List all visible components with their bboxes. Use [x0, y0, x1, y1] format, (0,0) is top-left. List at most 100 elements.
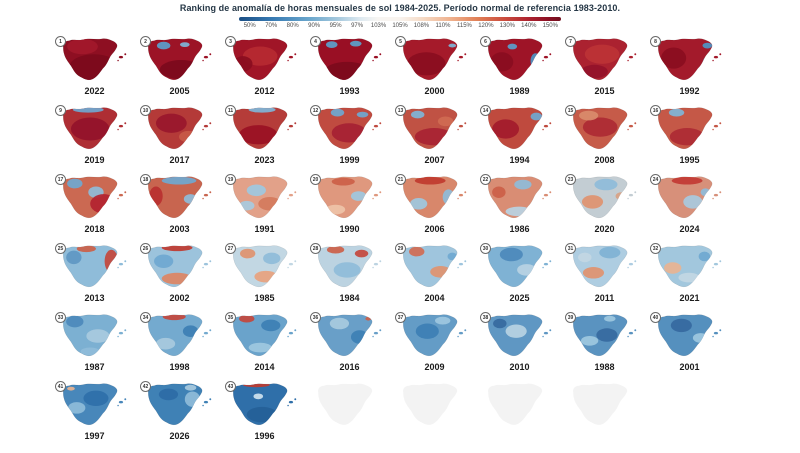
map-cell-1988: 39 1988	[562, 311, 647, 380]
rank-badge: 6	[480, 36, 491, 47]
year-label: 1993	[339, 86, 360, 96]
rank-badge: 18	[140, 174, 151, 185]
year-label: 1985	[254, 293, 275, 303]
rank-badge: 17	[55, 174, 66, 185]
spain-map	[487, 314, 551, 357]
legend-color-bar	[239, 17, 561, 21]
map-cell-1986: 22 1986	[477, 173, 562, 242]
map-cell-2018: 17 2018	[52, 173, 137, 242]
spain-map	[317, 245, 381, 288]
ghost-map	[562, 380, 647, 449]
year-label: 1989	[509, 86, 530, 96]
year-label: 2018	[84, 224, 105, 234]
rank-badge: 32	[650, 243, 661, 254]
spain-map	[487, 38, 551, 81]
spain-map	[62, 245, 126, 288]
rank-badge: 41	[55, 381, 66, 392]
spain-map	[572, 107, 636, 150]
rank-badge: 15	[565, 105, 576, 116]
map-cell-1990: 20 1990	[307, 173, 392, 242]
year-label: 2009	[424, 362, 445, 372]
spain-map	[62, 314, 126, 357]
year-label: 1996	[254, 431, 275, 441]
spain-map	[147, 38, 211, 81]
year-label: 2004	[424, 293, 445, 303]
year-label: 2017	[169, 155, 190, 165]
legend-ticks: 50% 70% 80% 90% 95% 97% 103% 105% 108% 110% 115% 12…	[239, 23, 561, 29]
year-label: 2000	[424, 86, 445, 96]
year-label: 1997	[84, 431, 105, 441]
year-label: 2015	[594, 86, 615, 96]
map-cell-1999: 12 1999	[307, 104, 392, 173]
rank-badge: 4	[310, 36, 321, 47]
spain-map	[657, 176, 721, 219]
spain-map	[232, 176, 296, 219]
rank-badge: 31	[565, 243, 576, 254]
spain-map	[317, 176, 381, 219]
year-label: 1984	[339, 293, 360, 303]
spain-map	[487, 107, 551, 150]
rank-badge: 13	[395, 105, 406, 116]
map-cell-1989: 6 1989	[477, 35, 562, 104]
rank-badge: 3	[225, 36, 236, 47]
map-cell-1987: 33 1987	[52, 311, 137, 380]
rank-badge: 2	[140, 36, 151, 47]
rank-badge: 20	[310, 174, 321, 185]
map-cell-1985: 27 1985	[222, 242, 307, 311]
year-label: 1991	[254, 224, 275, 234]
map-cell-2015: 7 2015	[562, 35, 647, 104]
map-cell-2002: 26 2002	[137, 242, 222, 311]
year-label: 2007	[424, 155, 445, 165]
rank-badge: 40	[650, 312, 661, 323]
map-cell-1991: 19 1991	[222, 173, 307, 242]
map-cell-2003: 18 2003	[137, 173, 222, 242]
year-label: 2012	[254, 86, 275, 96]
spain-map	[232, 383, 296, 426]
spain-map	[317, 314, 381, 357]
rank-badge: 26	[140, 243, 151, 254]
spain-map	[232, 38, 296, 81]
map-cell-2010: 38 2010	[477, 311, 562, 380]
year-label: 2026	[169, 431, 190, 441]
map-cell-1984: 28 1984	[307, 242, 392, 311]
map-cell-1992: 8 1992	[647, 35, 732, 104]
map-cell-2005: 2 2005	[137, 35, 222, 104]
map-cell-2008: 15 2008	[562, 104, 647, 173]
spain-map	[147, 245, 211, 288]
year-label: 2024	[679, 224, 700, 234]
year-label: 2005	[169, 86, 190, 96]
map-cell-1995: 16 1995	[647, 104, 732, 173]
maps-grid: 1 2022 2 2005 3 2012 4 1993 5 2000 6 1989 7 2015 8 1992…	[52, 35, 800, 449]
map-cell-2011: 31 2011	[562, 242, 647, 311]
map-cell-1994: 14 1994	[477, 104, 562, 173]
rank-badge: 34	[140, 312, 151, 323]
rank-badge: 38	[480, 312, 491, 323]
spain-map	[657, 107, 721, 150]
rank-badge: 10	[140, 105, 151, 116]
map-cell-1998: 34 1998	[137, 311, 222, 380]
spain-map	[402, 314, 466, 357]
map-cell-2009: 37 2009	[392, 311, 477, 380]
ghost-map	[477, 380, 562, 449]
rank-badge: 30	[480, 243, 491, 254]
year-label: 2010	[509, 362, 530, 372]
spain-map	[147, 176, 211, 219]
rank-badge: 28	[310, 243, 321, 254]
spain-map	[657, 314, 721, 357]
spain-map	[232, 245, 296, 288]
rank-badge: 11	[225, 105, 236, 116]
legend-tick-label: 110%	[435, 23, 451, 29]
map-cell-2019: 9 2019	[52, 104, 137, 173]
year-label: 2019	[84, 155, 105, 165]
ghost-spain-silhouette	[402, 383, 457, 425]
map-cell-2020: 23 2020	[562, 173, 647, 242]
rank-badge: 16	[650, 105, 661, 116]
map-cell-2012: 3 2012	[222, 35, 307, 104]
map-cell-1996: 43 1996	[222, 380, 307, 449]
spain-map	[572, 38, 636, 81]
spain-map	[62, 176, 126, 219]
spain-map	[147, 314, 211, 357]
legend-tick-label: 97%	[351, 23, 364, 29]
rank-badge: 1	[55, 36, 66, 47]
legend-tick-label: 103%	[370, 23, 387, 29]
